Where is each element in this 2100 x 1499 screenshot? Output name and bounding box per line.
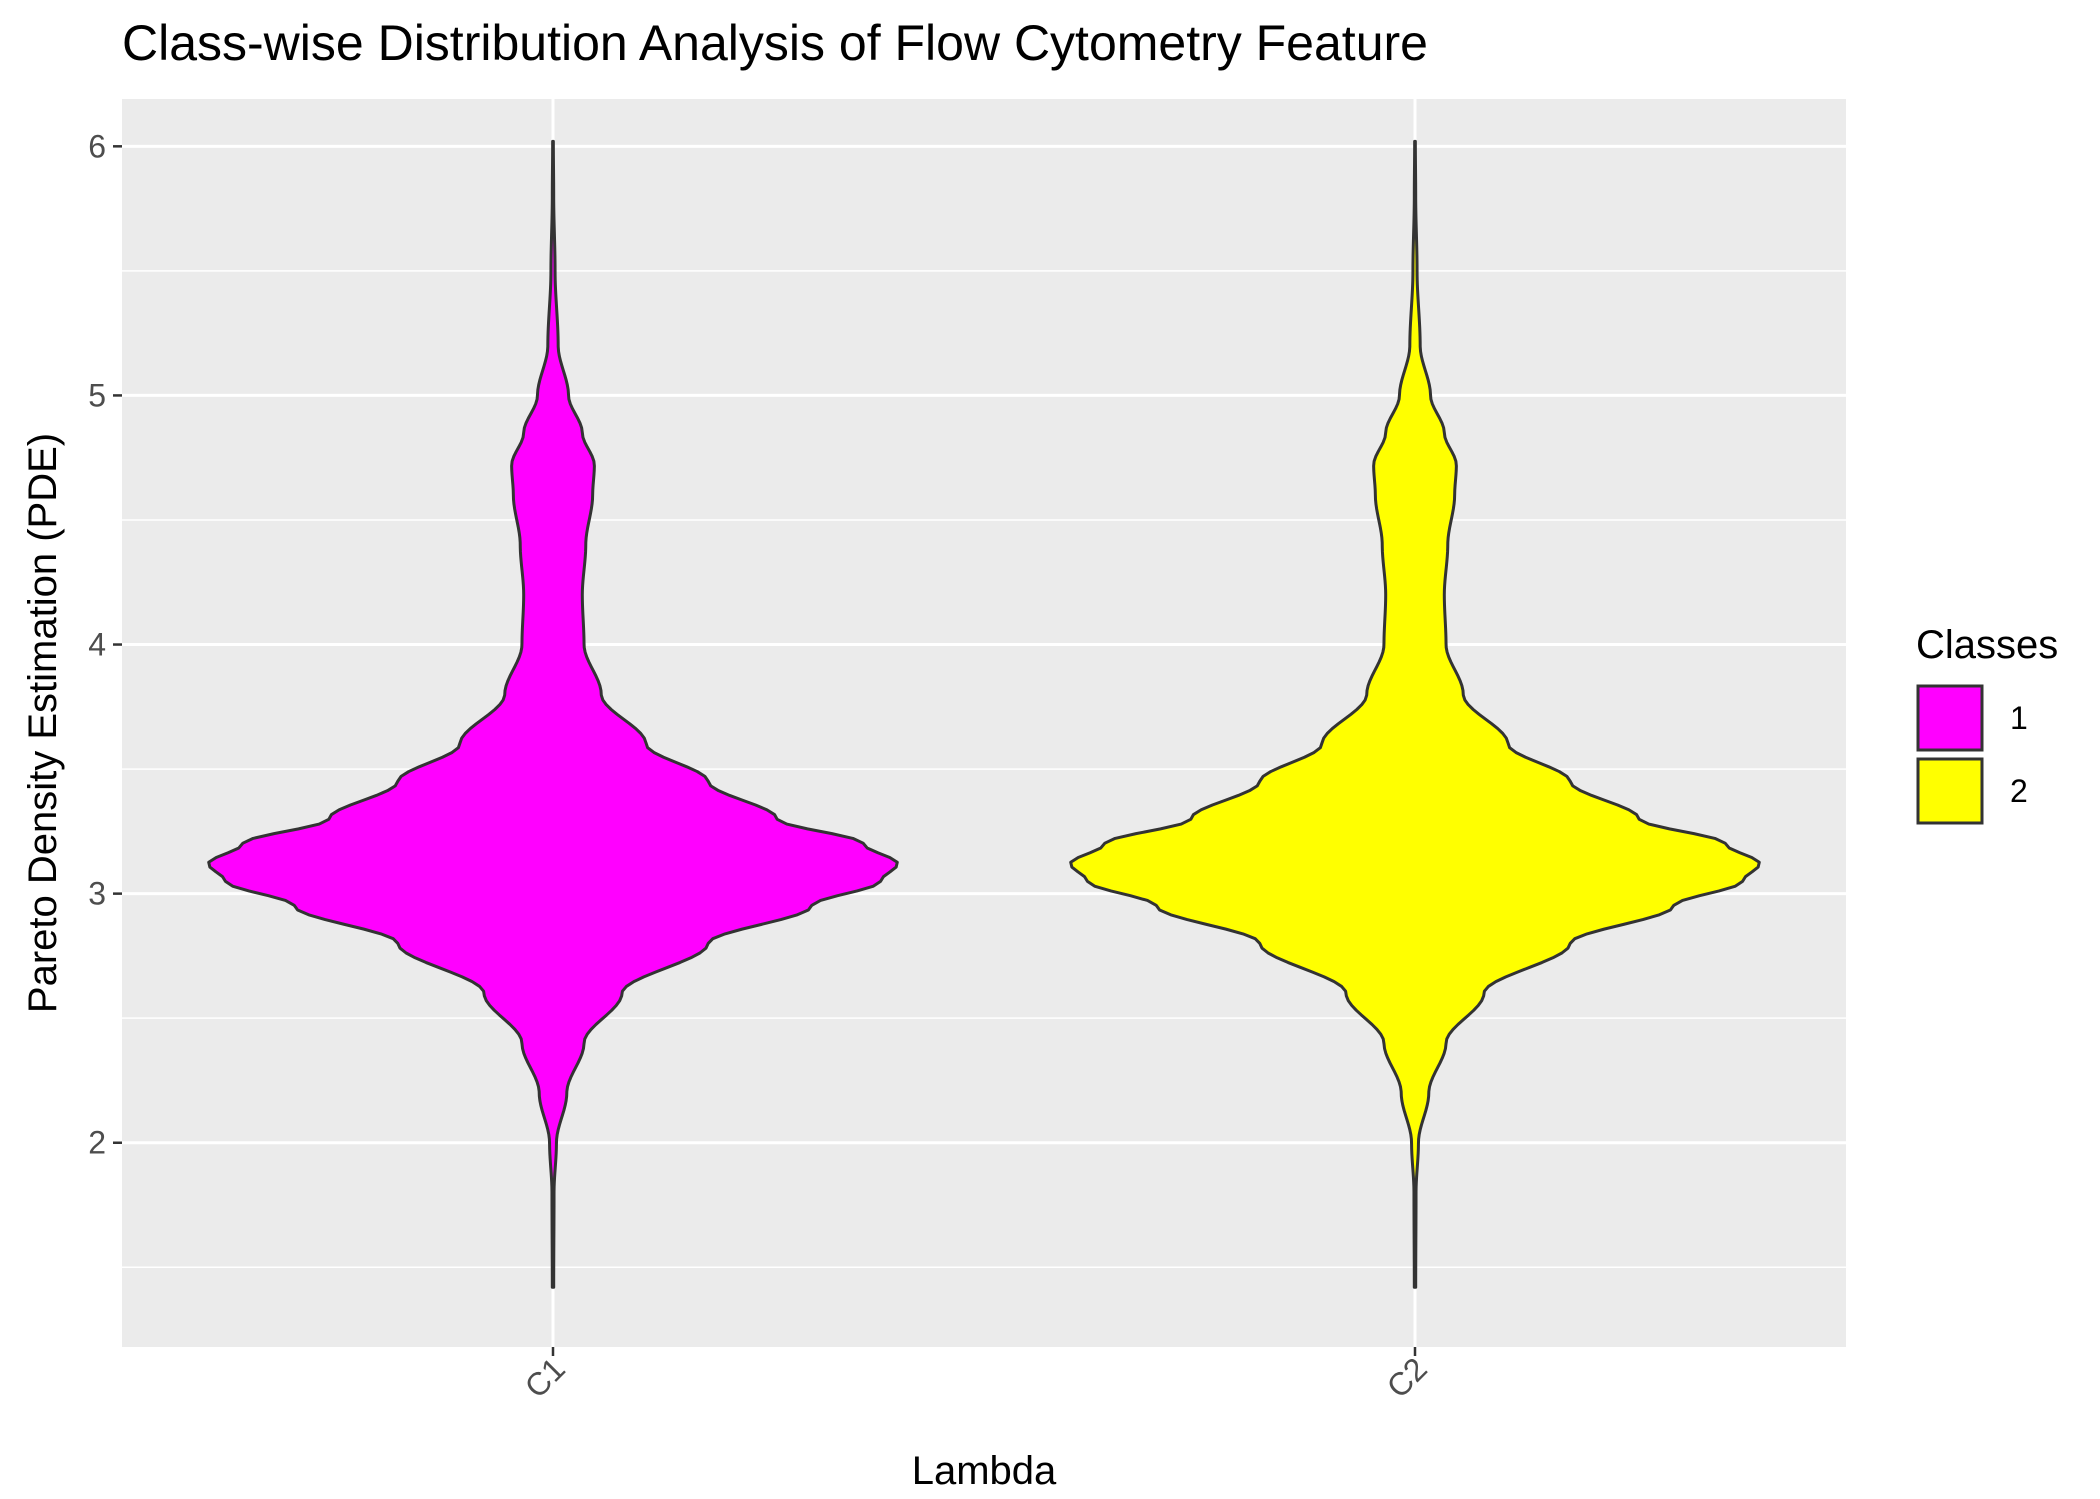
- violin-C1: [207, 139, 899, 1289]
- y-tick-label: 2: [88, 1125, 106, 1161]
- y-tick-label: 4: [88, 627, 106, 663]
- legend: Classes 12: [1916, 623, 2058, 825]
- y-tick-label: 6: [88, 128, 106, 164]
- legend-key-1: [1916, 684, 1984, 752]
- legend-title: Classes: [1916, 623, 2058, 667]
- y-tick-label: 5: [88, 377, 106, 413]
- plot-panel: [122, 99, 1846, 1347]
- y-axis-title: Pareto Density Estimation (PDE): [21, 433, 65, 1013]
- minor-gridlines: [122, 270, 1846, 1269]
- chart-title: Class-wise Distribution Analysis of Flow…: [122, 15, 1428, 71]
- legend-label: 1: [2010, 700, 2028, 736]
- violin-C2: [1069, 139, 1761, 1289]
- legend-key-2: [1916, 757, 1984, 825]
- legend-label: 2: [2010, 773, 2028, 809]
- violins: [207, 139, 1761, 1289]
- y-axis-ticks: 2 3 4 5 6: [88, 128, 122, 1161]
- legend-entries: 12: [1916, 684, 2028, 825]
- y-tick-label: 3: [88, 876, 106, 912]
- x-axis-title: Lambda: [912, 1449, 1057, 1493]
